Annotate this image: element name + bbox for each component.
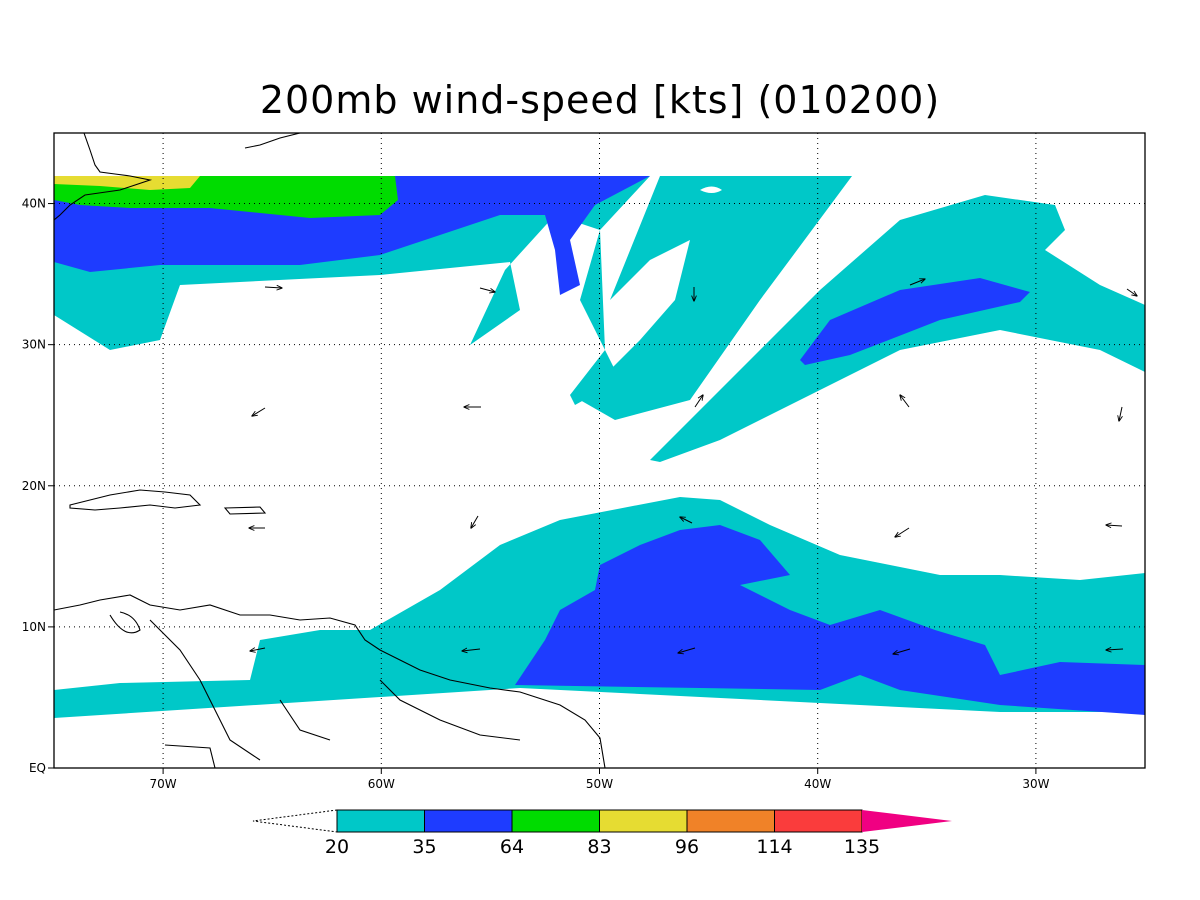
colorbar-level-label: 114 [756,836,792,858]
coast-panama [164,744,216,768]
lat-tick-label: 20N [22,479,46,493]
wind-arrow [264,287,282,288]
latitude-labels: EQ 10N 20N 30N 40N [22,197,54,775]
longitude-labels: 70W 60W 50W 40W 30W [150,768,1050,791]
colorbar-swatch [511,809,600,833]
map-title: 200mb wind-speed [kts] (010200) [259,78,941,122]
wind-arrow [1126,288,1137,296]
lat-tick-label: EQ [29,761,46,775]
wind-arrow [471,515,479,528]
wind-arrow [909,279,925,286]
coast-interior [149,619,521,761]
wind-arrow [1106,525,1123,526]
wind-arrow [479,287,495,292]
colorbar: 20 35 64 83 96 114 135 [252,809,952,858]
lat-tick-label: 40N [22,197,46,211]
wind-arrow [900,395,910,408]
lon-tick-label: 40W [804,777,831,791]
coast-lake-maracaibo [109,611,141,634]
lon-tick-label: 60W [368,777,395,791]
wind-arrow [1106,649,1124,650]
colorbar-level-label: 83 [587,836,611,858]
grid-lines [54,133,1145,768]
colorbar-swatch [686,809,775,833]
colorbar-swatch [336,809,425,833]
coastlines [54,133,606,768]
coast-hispaniola [69,489,202,511]
lon-tick-label: 30W [1022,777,1049,791]
coast-south-america [54,594,606,768]
wind-arrow [462,649,481,651]
lat-tick-label: 30N [22,338,46,352]
wind-arrow [694,395,703,408]
calm-patch [700,186,722,193]
wind-arrow [893,648,911,654]
colorbar-level-label: 135 [844,836,880,858]
colorbar-swatch [774,809,863,833]
wind-arrow [680,517,693,524]
colorbar-level-label: 20 [325,836,349,858]
lon-tick-label: 50W [586,777,613,791]
jet-east-blue [800,278,1030,365]
wind-arrow [678,647,696,653]
colorbar-swatch [599,809,688,833]
lon-tick-label: 70W [150,777,177,791]
jet-diagonal-cyan-1 [580,176,852,420]
coast-puerto-rico [223,506,267,515]
colorbar-below-triangle [252,809,338,833]
jet-north-yellow [54,176,200,190]
wind-arrow [252,407,266,416]
wind-arrow [895,527,910,537]
wind-vectors [249,279,1137,654]
wind-arrow [250,648,266,651]
jet-south-blue [515,525,1145,715]
colorbar-level-label: 64 [500,836,524,858]
colorbar-above-triangle [862,810,952,832]
colorbar-level-label: 96 [675,836,699,858]
coast-nova-scotia [244,133,301,149]
coast-north-america [54,133,153,221]
lat-tick-label: 10N [22,620,46,634]
wind-arrow [1119,406,1122,421]
shaded-fields [54,176,1145,718]
colorbar-level-label: 35 [412,836,436,858]
colorbar-swatch [424,809,513,833]
